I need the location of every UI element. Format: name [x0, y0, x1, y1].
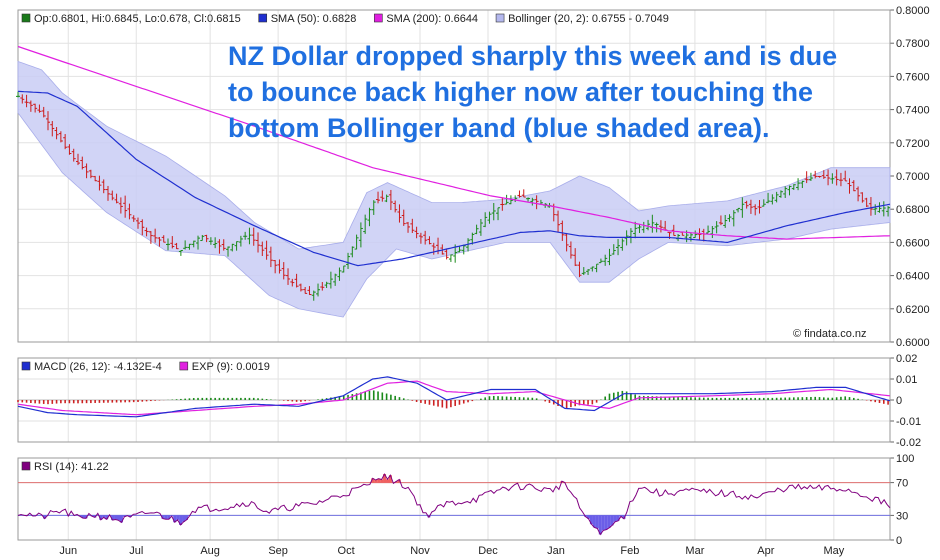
annotation-line: to bounce back higher now after touching… — [228, 77, 813, 107]
x-tick-label: Jan — [547, 545, 565, 557]
x-tick-label: May — [823, 545, 844, 557]
y-tick-label: -0.01 — [896, 416, 921, 428]
y-tick-label: 0 — [896, 395, 902, 407]
x-tick-label: Feb — [620, 545, 639, 557]
legend-label: Bollinger (20, 2): 0.6755 - 0.7049 — [508, 13, 669, 25]
x-tick-label: Oct — [338, 545, 355, 557]
legend-label: EXP (9): 0.0019 — [192, 361, 270, 373]
x-tick-label: Dec — [478, 545, 498, 557]
x-tick-label: Sep — [268, 545, 288, 557]
y-tick-label: 0.01 — [896, 374, 917, 386]
y-tick-label: 0.6400 — [896, 271, 930, 283]
watermark: © findata.co.nz — [793, 328, 867, 340]
y-tick-label: 0.6000 — [896, 337, 930, 349]
legend-swatch — [21, 461, 31, 471]
y-tick-label: -0.02 — [896, 437, 921, 449]
x-tick-label: Jul — [129, 545, 143, 557]
y-tick-label: 0.6200 — [896, 304, 930, 316]
annotation-line: NZ Dollar dropped sharply this week and … — [228, 41, 837, 71]
y-tick-label: 0.7600 — [896, 71, 930, 83]
x-tick-label: Jun — [59, 545, 77, 557]
x-tick-label: Mar — [685, 545, 704, 557]
y-tick-label: 100 — [896, 453, 914, 465]
legend-label: SMA (50): 0.6828 — [271, 13, 357, 25]
legend-swatch — [179, 361, 189, 371]
y-tick-label: 0.7400 — [896, 105, 930, 117]
legend-label: MACD (26, 12): -4.132E-4 — [34, 361, 162, 373]
y-tick-label: 0.8000 — [896, 5, 930, 17]
legend: RSI (14): 41.22 — [21, 461, 109, 473]
legend-swatch — [21, 13, 31, 23]
legend-swatch — [495, 13, 505, 23]
sma50-line — [17, 90, 891, 267]
bollinger-band — [17, 60, 891, 318]
y-tick-label: 0.6600 — [896, 237, 930, 249]
legend: Op:0.6801, Hi:0.6845, Lo:0.678, Cl:0.681… — [21, 13, 669, 25]
y-tick-label: 0.6800 — [896, 204, 930, 216]
legend-swatch — [374, 13, 383, 23]
legend-label: Op:0.6801, Hi:0.6845, Lo:0.678, Cl:0.681… — [34, 13, 241, 25]
legend-swatch — [21, 361, 31, 371]
y-tick-label: 30 — [896, 510, 908, 522]
x-tick-label: Aug — [200, 545, 220, 557]
y-tick-label: 0.7200 — [896, 138, 930, 150]
legend-label: SMA (200): 0.6644 — [386, 13, 478, 25]
y-tick-label: 0.7800 — [896, 38, 930, 50]
legend-label: RSI (14): 41.22 — [34, 461, 109, 473]
x-tick-label: Apr — [757, 545, 774, 557]
legend: MACD (26, 12): -4.132E-4 EXP (9): 0.0019 — [21, 361, 270, 373]
macd-line — [17, 376, 891, 418]
rsi-line — [17, 473, 891, 536]
y-tick-label: 70 — [896, 478, 908, 490]
x-tick-label: Nov — [410, 545, 430, 557]
y-tick-label: 0.02 — [896, 353, 917, 365]
sma200-line — [17, 45, 891, 240]
panel-frame — [17, 457, 891, 541]
annotation-line: bottom Bollinger band (blue shaded area)… — [228, 113, 770, 143]
y-tick-label: 0.7000 — [896, 171, 930, 183]
y-tick-label: 0 — [896, 535, 902, 547]
legend-swatch — [258, 13, 268, 23]
